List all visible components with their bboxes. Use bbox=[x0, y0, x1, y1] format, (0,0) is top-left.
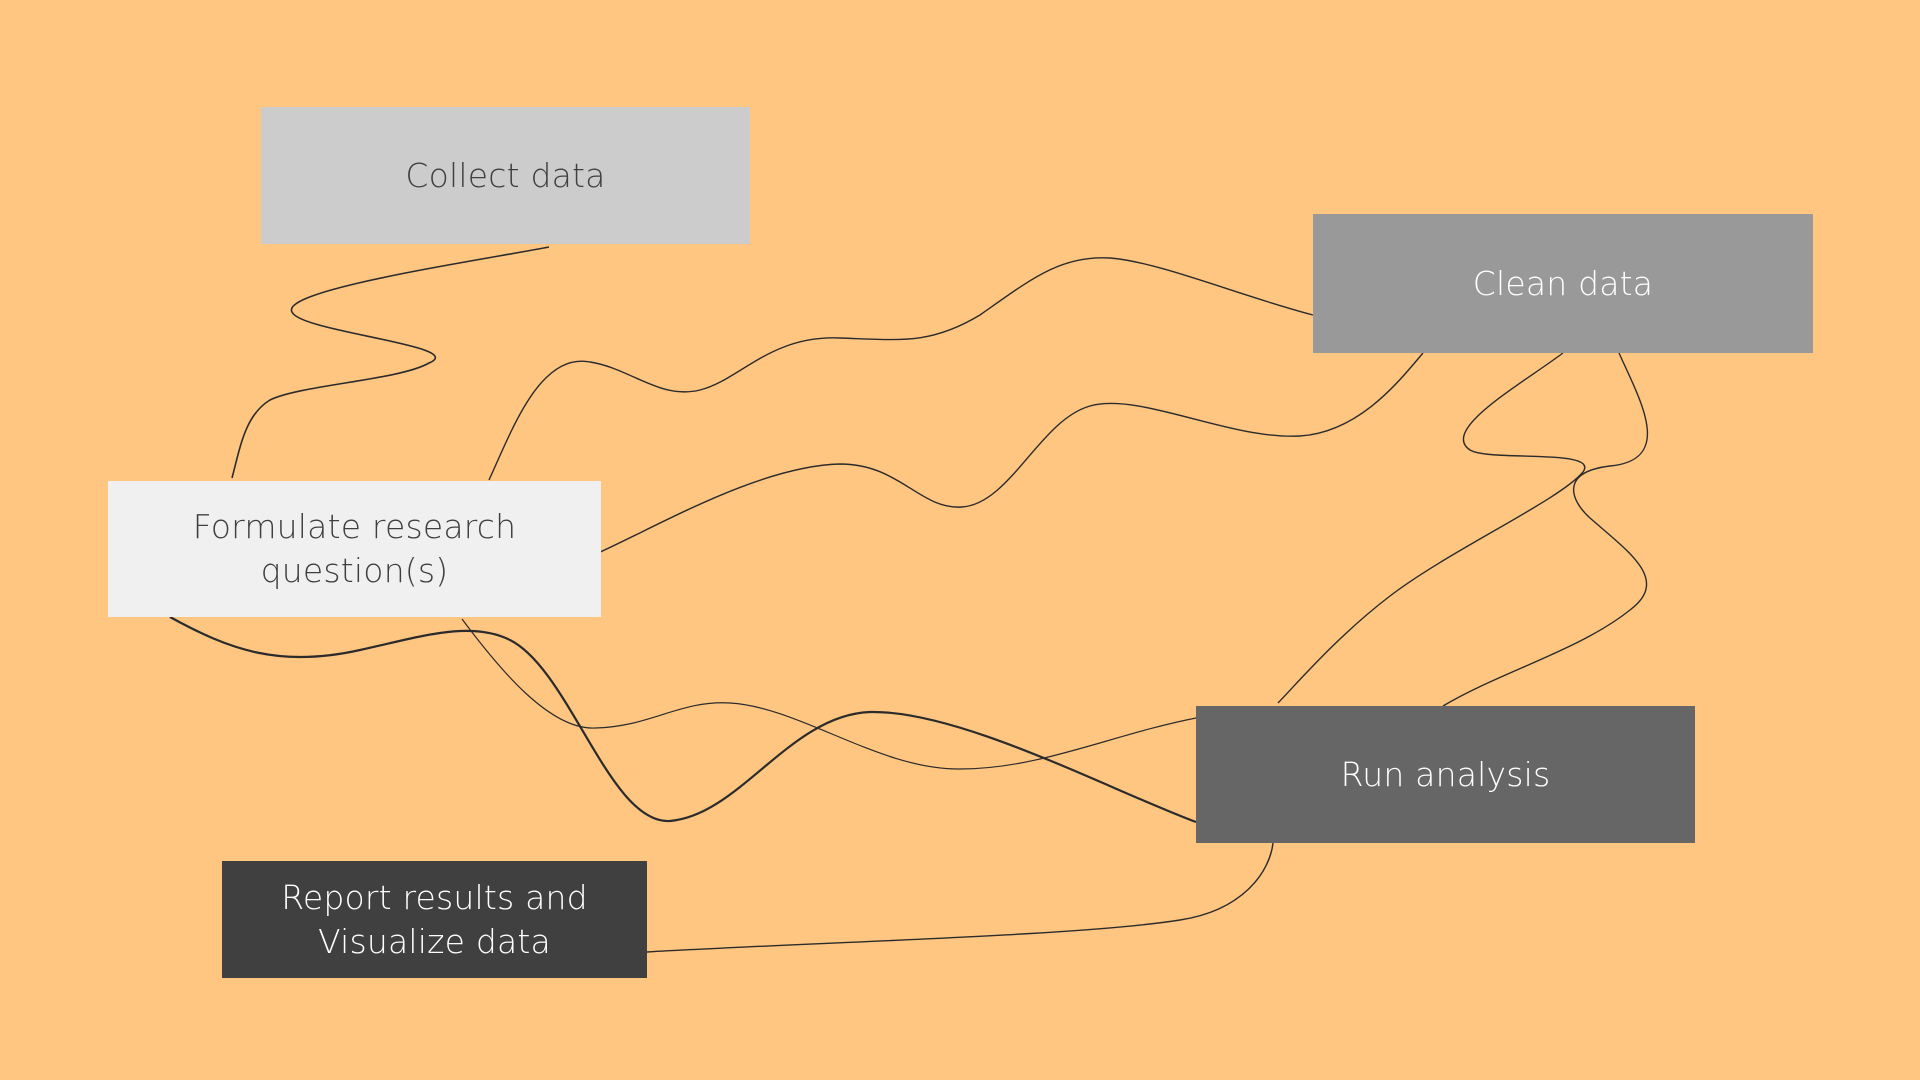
node-report-results: Report results and Visualize data bbox=[222, 861, 647, 978]
node-clean-data-label: Clean data bbox=[1472, 263, 1654, 303]
node-collect-data: Collect data bbox=[261, 107, 750, 244]
node-collect-data-label: Collect data bbox=[405, 155, 606, 195]
node-run-analysis: Run analysis bbox=[1196, 706, 1695, 843]
connector-formulate-run-thin bbox=[461, 618, 1197, 770]
connector-clean-run-left bbox=[1277, 352, 1586, 704]
node-formulate-research-questions: Formulate research question(s) bbox=[108, 481, 601, 617]
connector-clean-run-right bbox=[1442, 352, 1649, 707]
connector-formulate-run-thick bbox=[169, 616, 1197, 824]
connector-run-report bbox=[646, 842, 1274, 953]
connector-formulate-clean-upper bbox=[488, 257, 1314, 481]
node-report-results-label: Report results and Visualize data bbox=[281, 877, 588, 961]
node-formulate-research-questions-label: Formulate research question(s) bbox=[192, 507, 517, 590]
node-run-analysis-label: Run analysis bbox=[1340, 754, 1551, 794]
node-clean-data: Clean data bbox=[1313, 214, 1813, 353]
connector-formulate-clean-lower bbox=[597, 352, 1424, 554]
connector-collect-formulate bbox=[231, 246, 550, 479]
